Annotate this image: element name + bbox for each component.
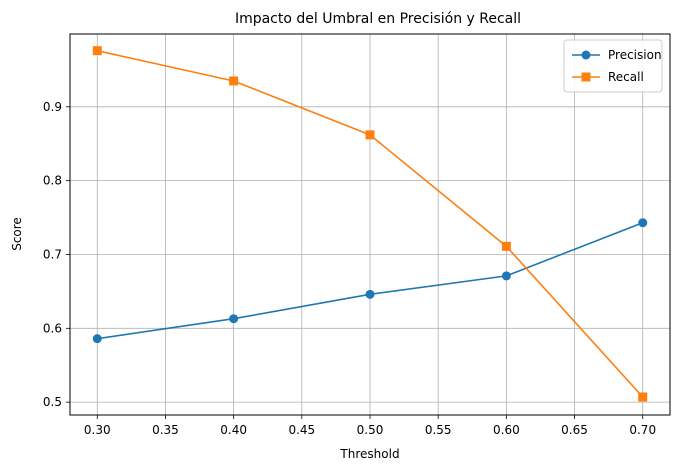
data-point-precision [92, 334, 102, 344]
x-tick-label: 0.40 [220, 423, 247, 437]
series-lines [92, 46, 648, 402]
data-point-precision [501, 271, 511, 281]
x-axis-ticks: 0.30 0.35 0.40 0.45 0.50 0.55 0.60 0.65 0.70 [84, 415, 656, 437]
series-precision [92, 218, 648, 344]
data-point-recall [365, 130, 375, 140]
data-point-recall [229, 76, 239, 86]
y-axis-title: Score [10, 217, 24, 251]
y-tick-label: 0.6 [43, 321, 62, 335]
data-point-precision [365, 289, 375, 299]
x-tick-label: 0.60 [493, 423, 520, 437]
y-tick-label: 0.7 [43, 247, 62, 261]
x-tick-label: 0.50 [357, 423, 384, 437]
legend-label: Recall [608, 70, 644, 84]
x-tick-label: 0.65 [561, 423, 588, 437]
series-recall [92, 46, 648, 402]
legend-item-precision: Precision [572, 48, 662, 62]
x-tick-label: 0.70 [629, 423, 656, 437]
data-point-recall [638, 392, 648, 402]
y-tick-label: 0.9 [43, 100, 62, 114]
legend-marker [581, 50, 591, 60]
x-axis-title: Threshold [339, 447, 399, 461]
legend-item-recall: Recall [572, 70, 644, 84]
data-point-recall [92, 46, 102, 56]
legend-label: Precision [608, 48, 662, 62]
data-point-precision [638, 218, 648, 228]
x-tick-label: 0.45 [288, 423, 315, 437]
x-tick-label: 0.55 [425, 423, 452, 437]
chart-title: Impacto del Umbral en Precisión y Recall [235, 11, 521, 27]
y-tick-label: 0.8 [43, 174, 62, 188]
legend-marker [581, 72, 591, 82]
x-tick-label: 0.35 [152, 423, 179, 437]
y-axis-ticks: 0.5 0.6 0.7 0.8 0.9 [43, 100, 70, 409]
data-point-precision [229, 314, 239, 324]
x-tick-label: 0.30 [84, 423, 111, 437]
legend: Precision Recall [563, 39, 663, 93]
data-point-recall [501, 241, 511, 251]
y-tick-label: 0.5 [43, 395, 62, 409]
